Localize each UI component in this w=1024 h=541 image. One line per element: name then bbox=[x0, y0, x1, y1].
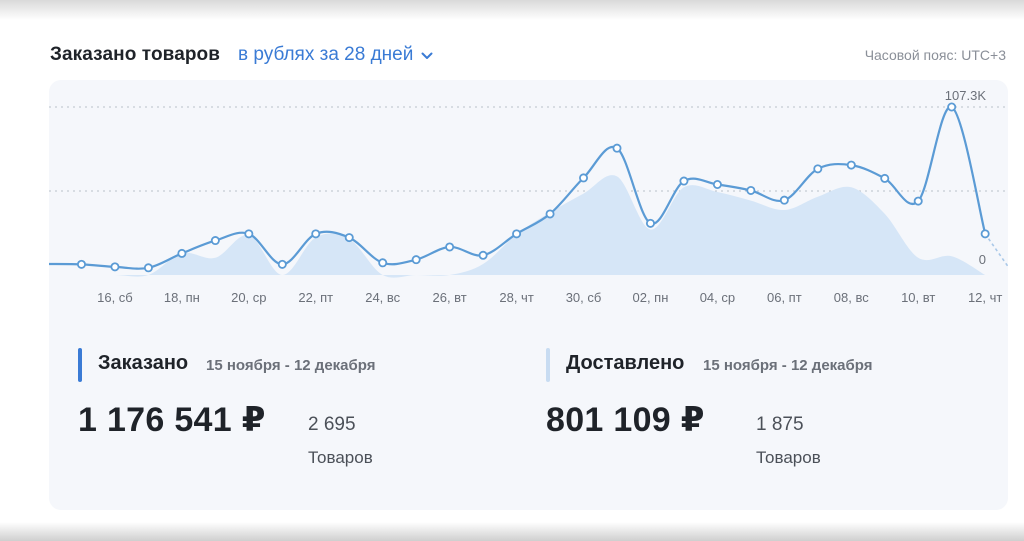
delivered-title: Доставлено bbox=[566, 352, 685, 374]
x-tick-label: 02, пн bbox=[633, 290, 669, 305]
chart-point[interactable] bbox=[76, 259, 86, 269]
chart-point[interactable] bbox=[712, 180, 722, 190]
chart-point[interactable] bbox=[779, 195, 789, 205]
chart-point[interactable] bbox=[980, 229, 990, 239]
chart-point[interactable] bbox=[344, 233, 354, 243]
x-axis-ticks: 16, сб 18, пн 20, ср 22, пт 24, вс 26, вт 28, … bbox=[97, 290, 1002, 305]
chart-points bbox=[76, 102, 990, 273]
ordered-amount: 1 176 541 ₽ bbox=[78, 401, 266, 439]
x-tick-label: 10, вт bbox=[901, 290, 935, 305]
ordered-title: Заказано bbox=[98, 352, 189, 374]
chart-grid bbox=[49, 106, 1008, 192]
period-selector-label: в рублях за 28 дней bbox=[238, 44, 414, 65]
ordered-count-unit: Товаров bbox=[308, 448, 373, 467]
y-max-label: 107.3K bbox=[945, 88, 987, 103]
widget-header: Заказано товаров в рублях за 28 дней Час… bbox=[50, 42, 1010, 68]
delivered-date-range: 15 ноября - 12 декабря bbox=[703, 357, 873, 374]
widget-title: Заказано товаров bbox=[50, 44, 221, 65]
chart-point[interactable] bbox=[411, 255, 421, 265]
chart-point[interactable] bbox=[210, 236, 220, 246]
chart-point[interactable] bbox=[679, 176, 689, 186]
x-tick-label: 08, вс bbox=[834, 290, 869, 305]
x-tick-label: 28, чт bbox=[499, 290, 533, 305]
chart-point[interactable] bbox=[445, 242, 455, 252]
chart-point[interactable] bbox=[143, 263, 153, 273]
x-tick-label: 30, сб bbox=[566, 290, 602, 305]
chart-point[interactable] bbox=[110, 262, 120, 272]
chart-point[interactable] bbox=[545, 209, 555, 219]
x-tick-label: 24, вс bbox=[365, 290, 400, 305]
timezone-label: Часовой пояс: UTC+3 bbox=[864, 47, 1006, 63]
chart-point[interactable] bbox=[645, 218, 655, 228]
chart-point[interactable] bbox=[846, 160, 856, 170]
chart-point[interactable] bbox=[880, 173, 890, 183]
chart-point[interactable] bbox=[813, 164, 823, 174]
chart-point[interactable] bbox=[378, 258, 388, 268]
window-bottom-shadow bbox=[0, 522, 1024, 541]
delivered-amount: 801 109 ₽ bbox=[546, 401, 705, 439]
x-tick-label: 18, пн bbox=[164, 290, 200, 305]
ordered-date-range: 15 ноября - 12 декабря bbox=[206, 357, 376, 374]
ordered-color-bar bbox=[78, 348, 82, 382]
x-tick-label: 26, вт bbox=[433, 290, 467, 305]
x-tick-label: 20, ср bbox=[231, 290, 266, 305]
chart-point[interactable] bbox=[478, 250, 488, 260]
ordered-count: 2 695 bbox=[308, 414, 356, 435]
chart-point[interactable] bbox=[612, 143, 622, 153]
delivered-count: 1 875 bbox=[756, 414, 804, 435]
chart-point[interactable] bbox=[177, 248, 187, 258]
delivered-color-bar bbox=[546, 348, 550, 382]
chart-point[interactable] bbox=[244, 229, 254, 239]
ordered-summary: Заказано 15 ноября - 12 декабря 1 176 54… bbox=[78, 348, 498, 478]
orders-chart: 107.3K 0 16, сб 18, пн 20, ср 22, пт 24, вс 2… bbox=[49, 88, 1008, 305]
x-tick-label: 06, пт bbox=[767, 290, 802, 305]
chart-point[interactable] bbox=[746, 185, 756, 195]
forecast-dashed-line bbox=[984, 233, 1008, 268]
x-tick-label: 04, ср bbox=[700, 290, 735, 305]
y-min-label: 0 bbox=[979, 252, 986, 267]
chart-point[interactable] bbox=[913, 196, 923, 206]
chart-point[interactable] bbox=[947, 102, 957, 112]
delivered-summary: Доставлено 15 ноября - 12 декабря 801 10… bbox=[546, 348, 986, 478]
x-tick-label: 22, пт bbox=[298, 290, 333, 305]
chart-point[interactable] bbox=[579, 173, 589, 183]
stats-card: 107.3K 0 16, сб 18, пн 20, ср 22, пт 24, вс 2… bbox=[49, 80, 1008, 510]
x-tick-label: 12, чт bbox=[968, 290, 1002, 305]
period-selector[interactable]: в рублях за 28 дней bbox=[238, 44, 433, 66]
delivered-count-unit: Товаров bbox=[756, 448, 821, 467]
chart-point[interactable] bbox=[311, 229, 321, 239]
delivered-area bbox=[49, 175, 986, 278]
chart-point[interactable] bbox=[277, 259, 287, 269]
chart-point[interactable] bbox=[512, 229, 522, 239]
chevron-down-icon bbox=[421, 52, 433, 59]
window-top-shadow bbox=[0, 0, 1024, 20]
x-tick-label: 16, сб bbox=[97, 290, 133, 305]
